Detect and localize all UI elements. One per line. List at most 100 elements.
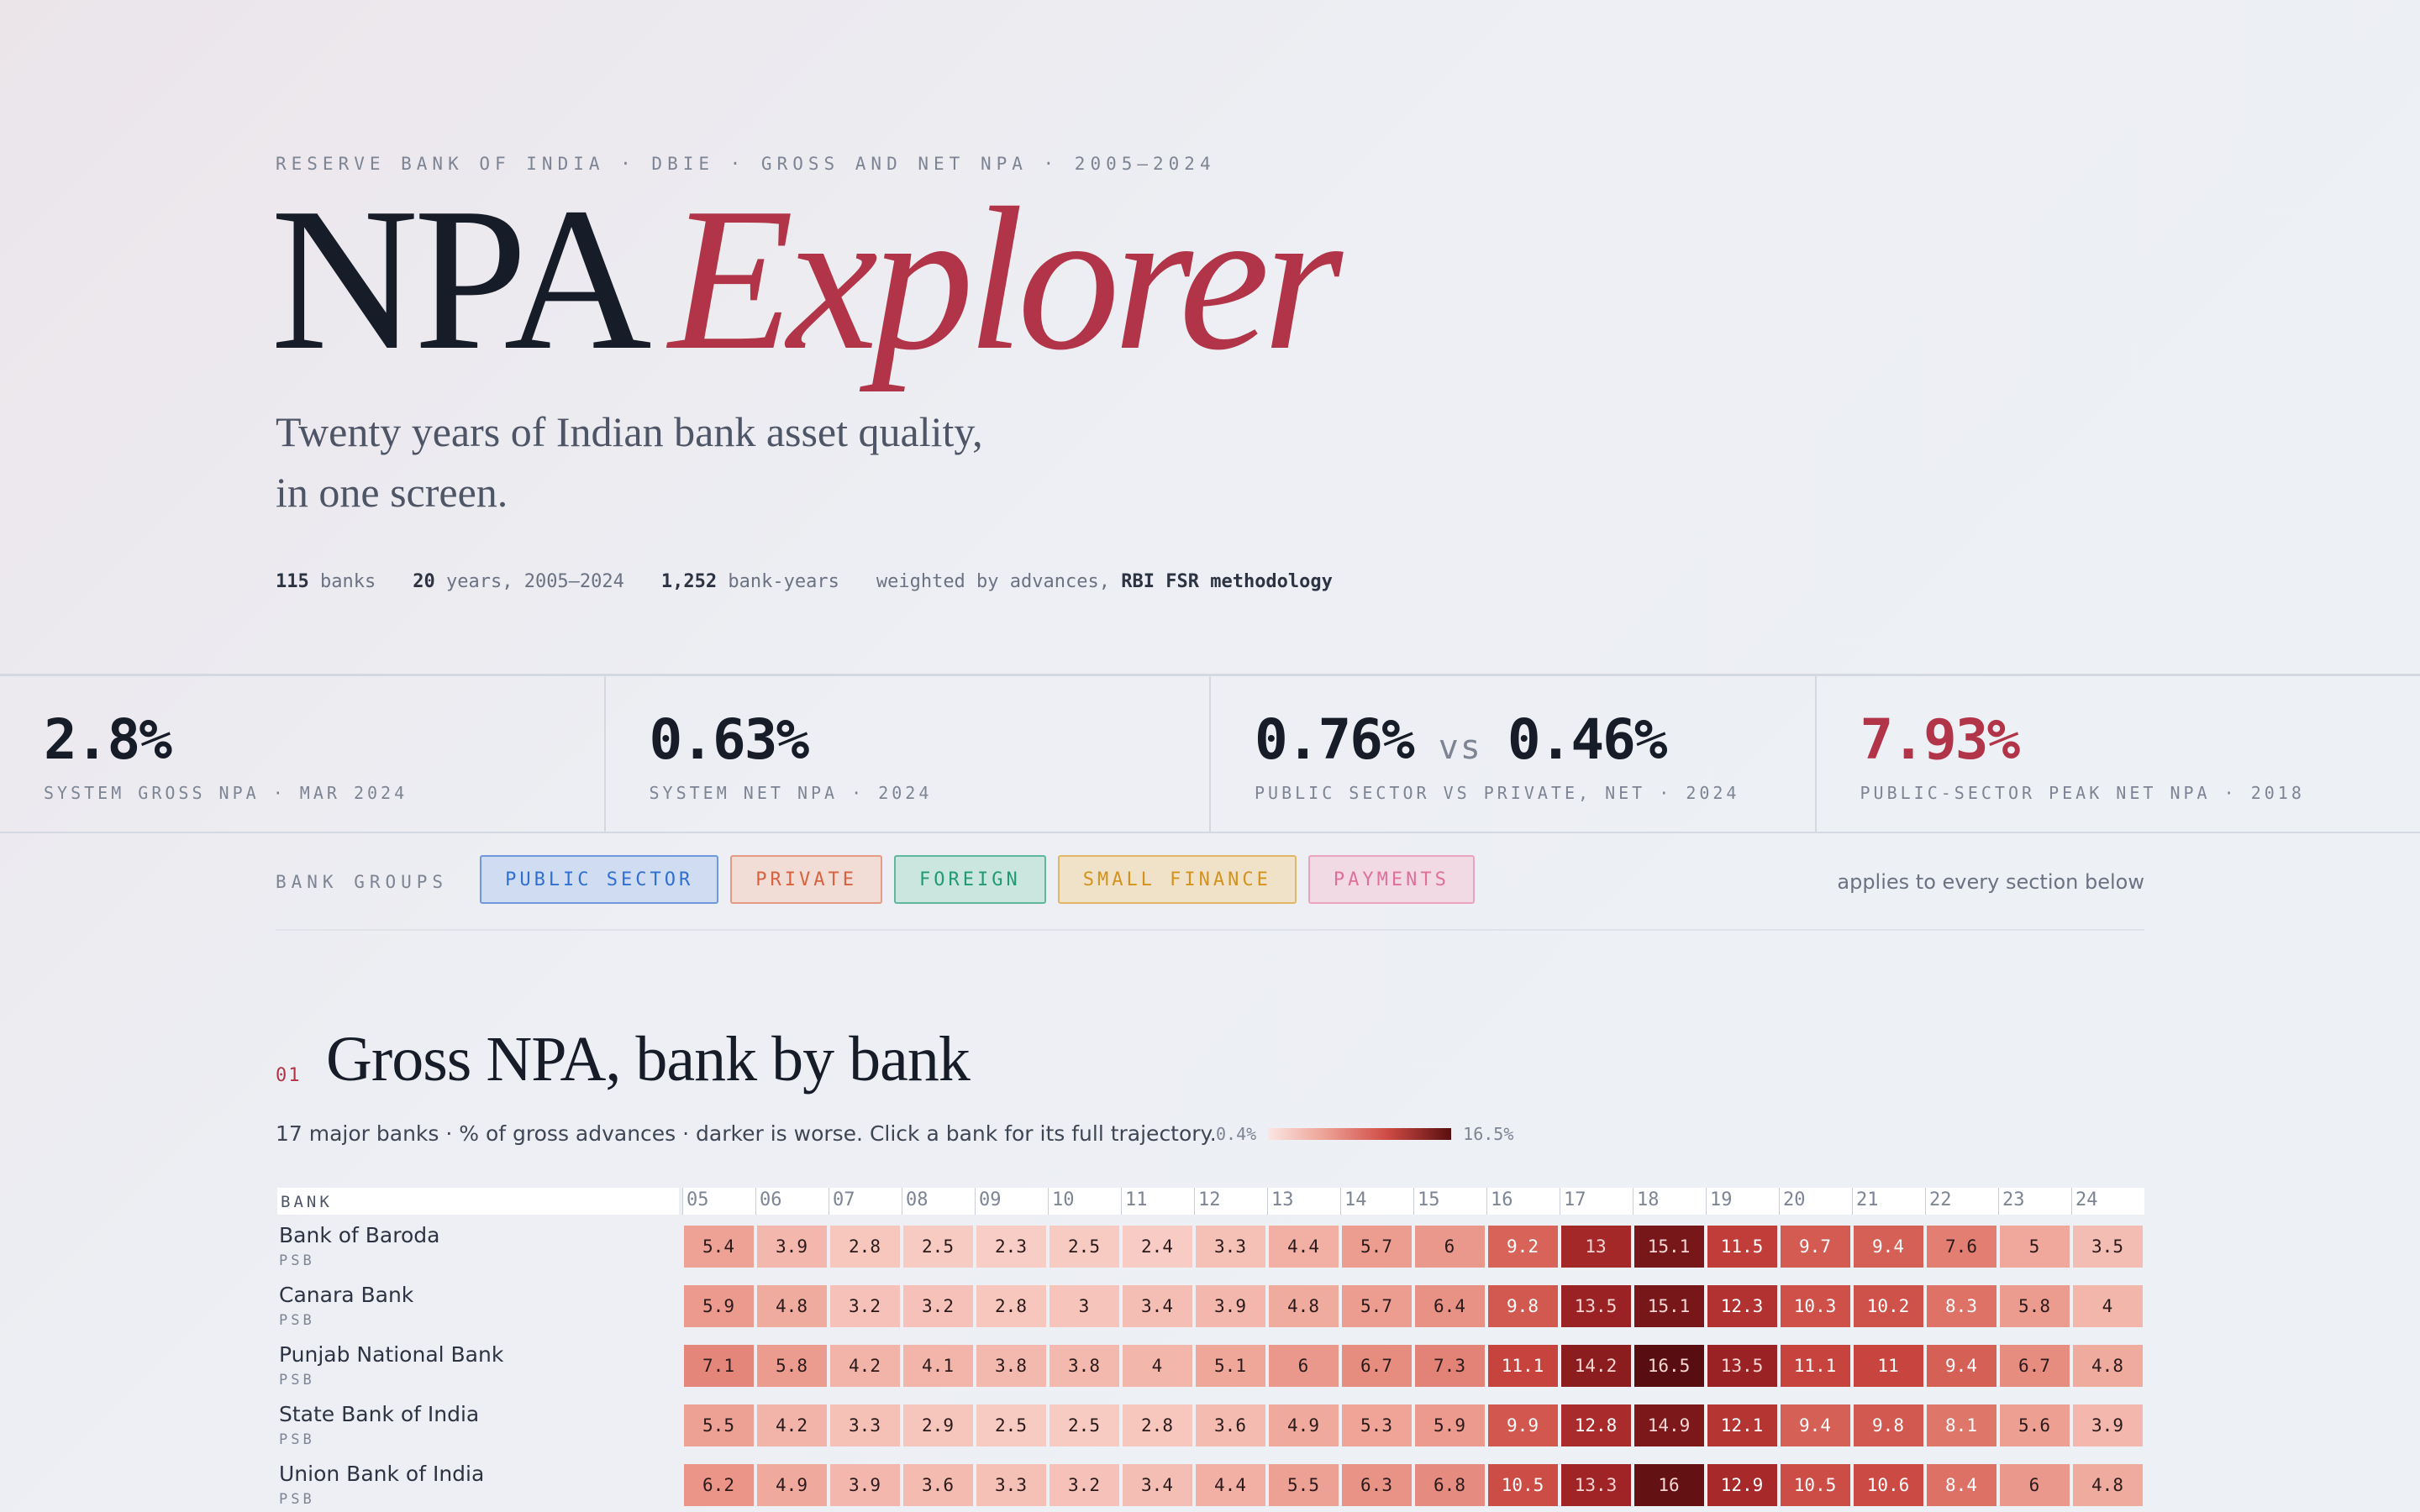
heatmap-cell[interactable]: 4.9: [1268, 1404, 1339, 1446]
heatmap-cell[interactable]: 3.9: [2072, 1404, 2143, 1446]
heatmap-cell[interactable]: 3.9: [829, 1464, 900, 1506]
heatmap-cell[interactable]: 5.9: [683, 1285, 754, 1327]
heatmap-cell[interactable]: 2.3: [976, 1226, 1046, 1268]
heatmap-cell[interactable]: 5.3: [1341, 1404, 1412, 1446]
chip-foreign[interactable]: FOREIGN: [893, 855, 1046, 904]
heatmap-cell[interactable]: 5: [1999, 1226, 2070, 1268]
chip-small-finance[interactable]: SMALL FINANCE: [1057, 855, 1297, 904]
heatmap-cell[interactable]: 3.2: [902, 1285, 973, 1327]
heatmap-cell[interactable]: 13: [1560, 1226, 1631, 1268]
heatmap-cell[interactable]: 2.5: [1049, 1404, 1119, 1446]
chip-private[interactable]: PRIVATE: [730, 855, 882, 904]
heatmap-cell[interactable]: 10.3: [1780, 1285, 1850, 1327]
heatmap-cell[interactable]: 13.5: [1707, 1345, 1777, 1387]
heatmap-cell[interactable]: 12.9: [1707, 1464, 1777, 1506]
heatmap-cell[interactable]: 11.1: [1780, 1345, 1850, 1387]
heatmap-cell[interactable]: 4: [1122, 1345, 1192, 1387]
heatmap-cell[interactable]: 6.7: [1341, 1345, 1412, 1387]
heatmap-cell[interactable]: 6: [1999, 1464, 2070, 1506]
heatmap-cell[interactable]: 4.4: [1268, 1226, 1339, 1268]
heatmap-cell[interactable]: 7.3: [1414, 1345, 1485, 1387]
heatmap-cell[interactable]: 8.3: [1926, 1285, 1996, 1327]
heatmap-cell[interactable]: 6: [1268, 1345, 1339, 1387]
heatmap-cell[interactable]: 11.1: [1487, 1345, 1558, 1387]
heatmap-cell[interactable]: 12.3: [1707, 1285, 1777, 1327]
heatmap-cell[interactable]: 7.1: [683, 1345, 754, 1387]
heatmap-cell[interactable]: 3.8: [1049, 1345, 1119, 1387]
heatmap-cell[interactable]: 8.1: [1926, 1404, 1996, 1446]
heatmap-cell[interactable]: 9.4: [1926, 1345, 1996, 1387]
heatmap-cell[interactable]: 15.1: [1634, 1226, 1704, 1268]
heatmap-cell[interactable]: 4.2: [756, 1404, 827, 1446]
heatmap-cell[interactable]: 5.5: [683, 1404, 754, 1446]
heatmap-cell[interactable]: 4.1: [902, 1345, 973, 1387]
heatmap-cell[interactable]: 10.5: [1780, 1464, 1850, 1506]
heatmap-cell[interactable]: 3.9: [1195, 1285, 1265, 1327]
heatmap-cell[interactable]: 4.4: [1195, 1464, 1265, 1506]
heatmap-cell[interactable]: 3.4: [1122, 1464, 1192, 1506]
heatmap-cell[interactable]: 5.8: [756, 1345, 827, 1387]
heatmap-cell[interactable]: 7.6: [1926, 1226, 1996, 1268]
heatmap-cell[interactable]: 5.7: [1341, 1285, 1412, 1327]
heatmap-cell[interactable]: 4: [2072, 1285, 2143, 1327]
heatmap-cell[interactable]: 3.4: [1122, 1285, 1192, 1327]
heatmap-row-bank-name[interactable]: State Bank of India: [279, 1402, 480, 1426]
heatmap-cell[interactable]: 4.8: [2072, 1464, 2143, 1506]
heatmap-cell[interactable]: 14.9: [1634, 1404, 1704, 1446]
heatmap-cell[interactable]: 13.5: [1560, 1285, 1631, 1327]
heatmap-cell[interactable]: 3.3: [976, 1464, 1046, 1506]
heatmap-cell[interactable]: 3.6: [902, 1464, 973, 1506]
heatmap-cell[interactable]: 16: [1634, 1464, 1704, 1506]
heatmap-cell[interactable]: 6.4: [1414, 1285, 1485, 1327]
heatmap-row-bank-name[interactable]: Union Bank of India: [279, 1462, 485, 1486]
heatmap-cell[interactable]: 9.8: [1487, 1285, 1558, 1327]
heatmap-cell[interactable]: 10.2: [1853, 1285, 1923, 1327]
heatmap-cell[interactable]: 3.9: [756, 1226, 827, 1268]
heatmap-cell[interactable]: 9.9: [1487, 1404, 1558, 1446]
heatmap-cell[interactable]: 5.7: [1341, 1226, 1412, 1268]
heatmap-cell[interactable]: 6.3: [1341, 1464, 1412, 1506]
heatmap-cell[interactable]: 2.5: [902, 1226, 973, 1268]
heatmap-cell[interactable]: 9.2: [1487, 1226, 1558, 1268]
heatmap-cell[interactable]: 4.8: [2072, 1345, 2143, 1387]
heatmap-cell[interactable]: 3.6: [1195, 1404, 1265, 1446]
heatmap-cell[interactable]: 8.4: [1926, 1464, 1996, 1506]
chip-public-sector[interactable]: PUBLIC SECTOR: [480, 855, 719, 904]
heatmap-row-bank-name[interactable]: Canara Bank: [279, 1283, 414, 1307]
heatmap-cell[interactable]: 15.1: [1634, 1285, 1704, 1327]
heatmap-cell[interactable]: 9.8: [1853, 1404, 1923, 1446]
heatmap-cell[interactable]: 3.8: [976, 1345, 1046, 1387]
heatmap-cell[interactable]: 4.8: [756, 1285, 827, 1327]
heatmap-cell[interactable]: 5.4: [683, 1226, 754, 1268]
heatmap-cell[interactable]: 9.4: [1780, 1404, 1850, 1446]
heatmap-cell[interactable]: 13.3: [1560, 1464, 1631, 1506]
heatmap-cell[interactable]: 5.8: [1999, 1285, 2070, 1327]
heatmap-row-bank-name[interactable]: Punjab National Bank: [279, 1342, 504, 1367]
heatmap-cell[interactable]: 3.3: [1195, 1226, 1265, 1268]
heatmap-cell[interactable]: 16.5: [1634, 1345, 1704, 1387]
heatmap-cell[interactable]: 12.1: [1707, 1404, 1777, 1446]
heatmap-cell[interactable]: 3.5: [2072, 1226, 2143, 1268]
heatmap-cell[interactable]: 6.8: [1414, 1464, 1485, 1506]
heatmap-cell[interactable]: 2.8: [1122, 1404, 1192, 1446]
heatmap-cell[interactable]: 6.7: [1999, 1345, 2070, 1387]
heatmap-cell[interactable]: 3.2: [1049, 1464, 1119, 1506]
heatmap-cell[interactable]: 2.8: [829, 1226, 900, 1268]
heatmap-cell[interactable]: 4.2: [829, 1345, 900, 1387]
heatmap-cell[interactable]: 5.6: [1999, 1404, 2070, 1446]
heatmap-cell[interactable]: 14.2: [1560, 1345, 1631, 1387]
heatmap-cell[interactable]: 11: [1853, 1345, 1923, 1387]
heatmap-cell[interactable]: 5.1: [1195, 1345, 1265, 1387]
heatmap-cell[interactable]: 2.8: [976, 1285, 1046, 1327]
heatmap-cell[interactable]: 2.9: [902, 1404, 973, 1446]
heatmap-row-bank-name[interactable]: Bank of Baroda: [279, 1223, 440, 1247]
heatmap-cell[interactable]: 4.8: [1268, 1285, 1339, 1327]
heatmap-cell[interactable]: 2.5: [1049, 1226, 1119, 1268]
heatmap-cell[interactable]: 6.2: [683, 1464, 754, 1506]
heatmap-cell[interactable]: 3.2: [829, 1285, 900, 1327]
heatmap-cell[interactable]: 3: [1049, 1285, 1119, 1327]
heatmap-cell[interactable]: 10.5: [1487, 1464, 1558, 1506]
heatmap-cell[interactable]: 6: [1414, 1226, 1485, 1268]
heatmap-cell[interactable]: 11.5: [1707, 1226, 1777, 1268]
heatmap-cell[interactable]: 12.8: [1560, 1404, 1631, 1446]
